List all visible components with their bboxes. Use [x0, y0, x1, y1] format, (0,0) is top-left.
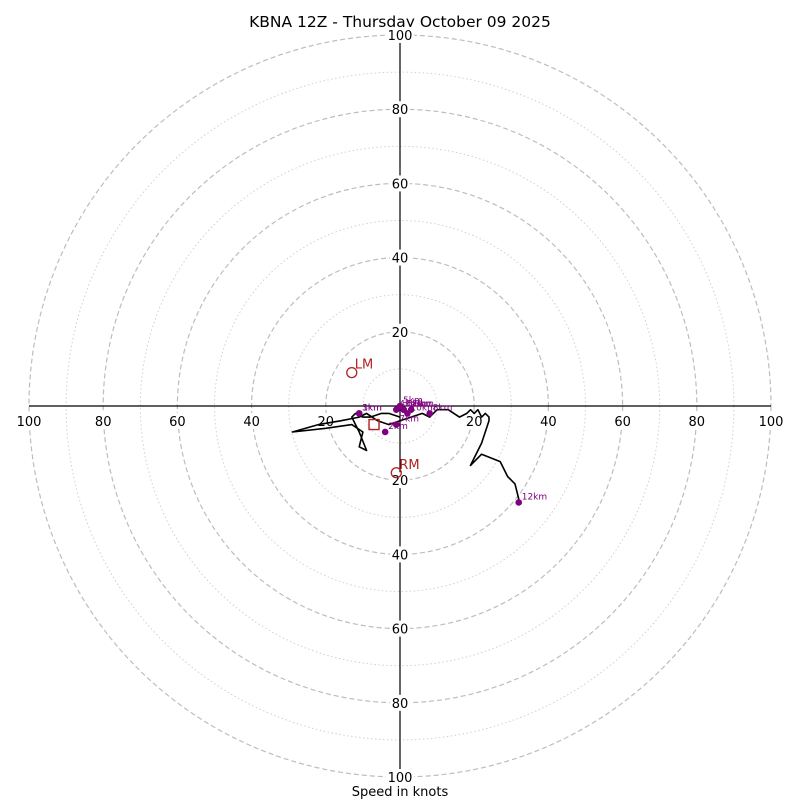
height-marker-12km [515, 499, 523, 506]
height-label-10km: 10km [410, 403, 435, 413]
tick-top-40: 40 [392, 252, 409, 267]
tick-bottom-60: 60 [392, 623, 409, 638]
tick-left-100: 100 [17, 415, 42, 430]
height-label-3km: 3km [362, 403, 382, 413]
x-axis-label: Speed in knots [352, 785, 449, 800]
tick-top-80: 80 [392, 103, 409, 118]
hodograph-line [291, 408, 520, 503]
tick-bottom-80-bg [390, 694, 410, 711]
tick-right-100: 100 [759, 415, 784, 430]
mean-wind-marker [368, 418, 380, 431]
tick-left-40: 40 [243, 415, 260, 430]
tick-bottom-80: 80 [392, 697, 409, 712]
tick-left-80-bg [93, 413, 114, 429]
tick-bottom-20-bg [390, 472, 410, 489]
tick-top-100-bg [386, 27, 414, 43]
height-markers: 1km2km3km4km5km6km7km8km9km10km11km12km [355, 396, 547, 506]
height-marker-7km [392, 421, 400, 428]
tick-right-40: 40 [540, 415, 557, 430]
tick-bottom-100: 100 [388, 771, 413, 786]
tick-top-80-bg [390, 101, 410, 118]
height-marker-11km [400, 406, 408, 414]
height-label-7km: 7km [399, 415, 419, 425]
tick-top-60-bg [390, 175, 410, 192]
storm-motion-RM-marker [390, 467, 402, 479]
chart-title: KBNA 12Z - Thursday October 09 2025 [249, 13, 551, 31]
tick-right-80: 80 [689, 415, 706, 430]
height-label-11km: 11km [407, 400, 432, 410]
tick-bottom-40: 40 [392, 548, 409, 563]
tick-right-20: 20 [466, 415, 483, 430]
tick-left-20: 20 [318, 415, 335, 430]
height-label-6km: 6km [407, 400, 427, 410]
height-label-9km: 9km [414, 400, 434, 410]
tick-right-60: 60 [614, 415, 631, 430]
tick-top-100: 100 [388, 29, 413, 44]
tick-right-60-bg [612, 413, 633, 429]
tick-bottom-60-bg [390, 620, 410, 637]
tick-left-40-bg [241, 413, 262, 429]
storm-motion-LM-label: LM [355, 358, 373, 373]
hodograph-trace [291, 408, 520, 503]
tick-left-80: 80 [95, 415, 112, 430]
height-label-12km: 12km [522, 492, 547, 502]
height-marker-2km [381, 428, 389, 436]
tick-top-20: 20 [392, 326, 409, 341]
tick-left-60: 60 [169, 415, 186, 430]
height-label-1km: 1km [362, 403, 382, 413]
storm-motion-LM-marker [346, 366, 358, 379]
tick-bottom-100-bg [386, 769, 414, 785]
storm-motion-RM-label: RM [399, 458, 419, 473]
tick-right-40-bg [538, 413, 559, 429]
height-marker-8km [426, 410, 433, 417]
height-marker-3km [355, 410, 363, 417]
tick-top-40-bg [390, 249, 410, 266]
tick-top-20-bg [390, 323, 410, 340]
storm-motion-markers: LM RM [346, 358, 420, 479]
tick-left-60-bg [167, 413, 188, 429]
tick-left-100-bg [15, 413, 43, 429]
tick-bottom-40-bg [390, 546, 410, 563]
tick-right-80-bg [686, 413, 707, 429]
height-label-8km: 8km [433, 403, 453, 413]
tick-right-100-bg [757, 413, 785, 429]
tick-top-60: 60 [392, 177, 409, 192]
tick-right-20-bg [464, 413, 485, 429]
height-label-5km: 5km [403, 396, 423, 406]
height-label-4km: 4km [399, 400, 419, 410]
